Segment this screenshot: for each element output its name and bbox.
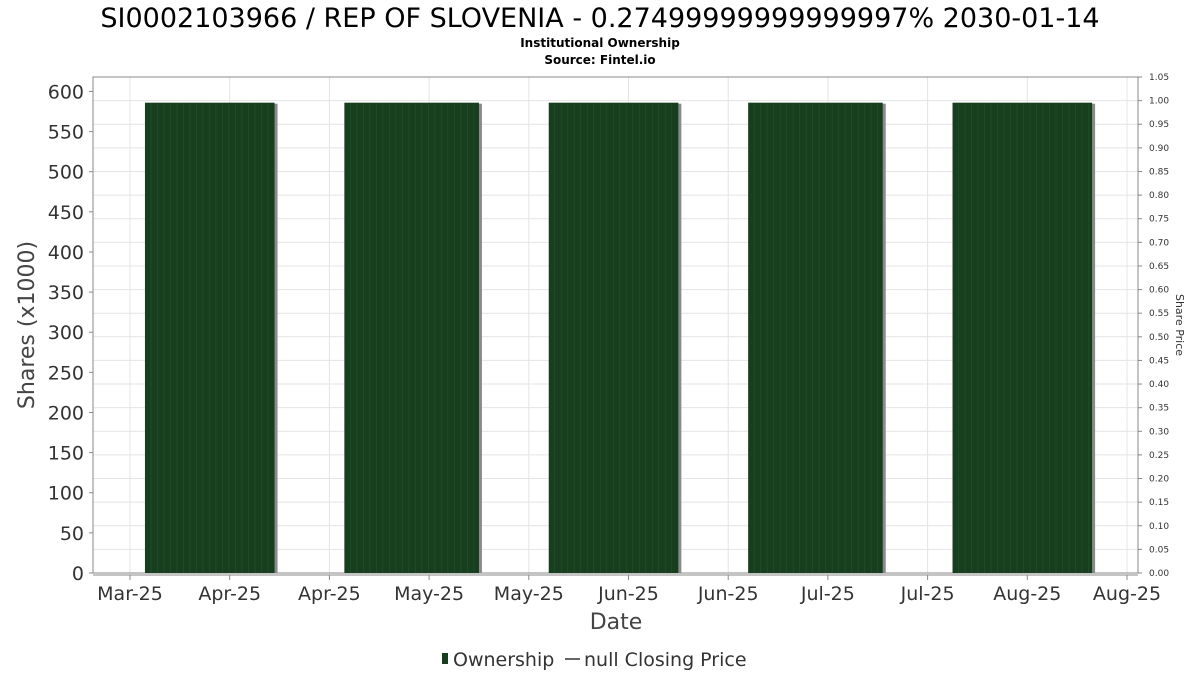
chart-subtitle-2: Source: Fintel.io [544, 53, 655, 67]
y-tick-label: 150 [48, 443, 84, 465]
y-tick-label: 550 [48, 122, 84, 144]
y2-tick-label: 0.50 [1149, 333, 1169, 343]
ownership-bar [344, 102, 482, 573]
chart-title: SI0002103966 / REP OF SLOVENIA - 0.27499… [100, 3, 1099, 34]
x-tick-label: Mar-25 [97, 583, 163, 605]
y2-tick-label: 0.05 [1149, 545, 1169, 555]
y-tick-label: 600 [48, 81, 84, 103]
y-axis: 0 50 100 150 200 250 300 350 400 450 500 550 600 [48, 77, 94, 585]
y2-tick-label: 0.40 [1149, 380, 1169, 390]
y2-tick-label: 0.30 [1149, 427, 1169, 437]
x-tick-label: Aug-25 [1093, 583, 1161, 605]
x-tick-label: Jul-25 [800, 583, 855, 605]
y2-tick-label: 0.35 [1149, 404, 1169, 414]
y2-tick-label: 0.00 [1149, 569, 1169, 579]
bars-group [144, 102, 1096, 573]
y-tick-label: 50 [60, 523, 84, 545]
y2-tick-label: 1.05 [1149, 73, 1169, 83]
y2-tick-label: 0.55 [1149, 309, 1169, 319]
x-axis: Mar-25 Apr-25 Apr-25 May-25 May-25 Jun-25 Jun-… [93, 574, 1161, 605]
legend-price-label: null Closing Price [584, 649, 747, 671]
x-tick-label: May-25 [494, 583, 564, 605]
y2-tick-label: 0.85 [1149, 167, 1169, 177]
y-tick-label: 0 [72, 563, 84, 585]
y2-tick-label: 0.60 [1149, 286, 1169, 296]
x-tick-label: Jun-25 [697, 583, 759, 605]
y-tick-label: 500 [48, 162, 84, 184]
y2-tick-label: 0.20 [1149, 475, 1169, 485]
y-tick-label: 200 [48, 402, 84, 424]
x-tick-label: May-25 [394, 583, 464, 605]
legend-ownership-label: Ownership [453, 649, 554, 671]
y-tick-label: 100 [48, 483, 84, 505]
bar-body [548, 102, 679, 573]
legend-ownership-swatch [442, 653, 448, 664]
y2-tick-label: 0.95 [1149, 120, 1169, 130]
x-tick-label: Apr-25 [298, 583, 361, 605]
y-tick-label: 400 [48, 242, 84, 264]
ownership-bar [548, 102, 682, 573]
x-tick-label: Aug-25 [993, 583, 1061, 605]
y2-tick-label: 1.00 [1149, 97, 1169, 107]
y2-tick-label: 0.80 [1149, 191, 1169, 201]
bar-body [344, 102, 479, 573]
ownership-bar [748, 102, 886, 573]
x-tick-label: Apr-25 [198, 583, 261, 605]
y2-axis-label: Share Price [1173, 294, 1186, 356]
y2-tick-label: 0.45 [1149, 356, 1169, 366]
y2-axis: 0.00 0.05 0.10 0.15 0.20 0.25 0.30 0.35 0.40 0.45… [1138, 73, 1169, 579]
bar-body [748, 102, 883, 573]
y2-tick-label: 0.10 [1149, 522, 1169, 532]
legend: Ownership null Closing Price [442, 649, 747, 671]
bar-body [144, 102, 275, 573]
x-axis-label: Date [590, 610, 643, 635]
ownership-bar [952, 102, 1096, 573]
chart-subtitle-1: Institutional Ownership [520, 36, 680, 50]
y2-tick-label: 0.70 [1149, 238, 1169, 248]
ownership-bar [144, 102, 278, 573]
y-tick-label: 450 [48, 202, 84, 224]
y2-tick-label: 0.75 [1149, 215, 1169, 225]
y2-tick-label: 0.65 [1149, 262, 1169, 272]
y2-tick-label: 0.15 [1149, 498, 1169, 508]
y-tick-label: 300 [48, 322, 84, 344]
y2-tick-label: 0.25 [1149, 451, 1169, 461]
y-tick-label: 350 [48, 282, 84, 304]
x-tick-label: Jun-25 [597, 583, 659, 605]
bar-body [952, 102, 1093, 573]
y-axis-label: Shares (x1000) [15, 241, 40, 409]
y-tick-label: 250 [48, 362, 84, 384]
x-tick-label: Jul-25 [900, 583, 955, 605]
y2-tick-label: 0.90 [1149, 144, 1169, 154]
